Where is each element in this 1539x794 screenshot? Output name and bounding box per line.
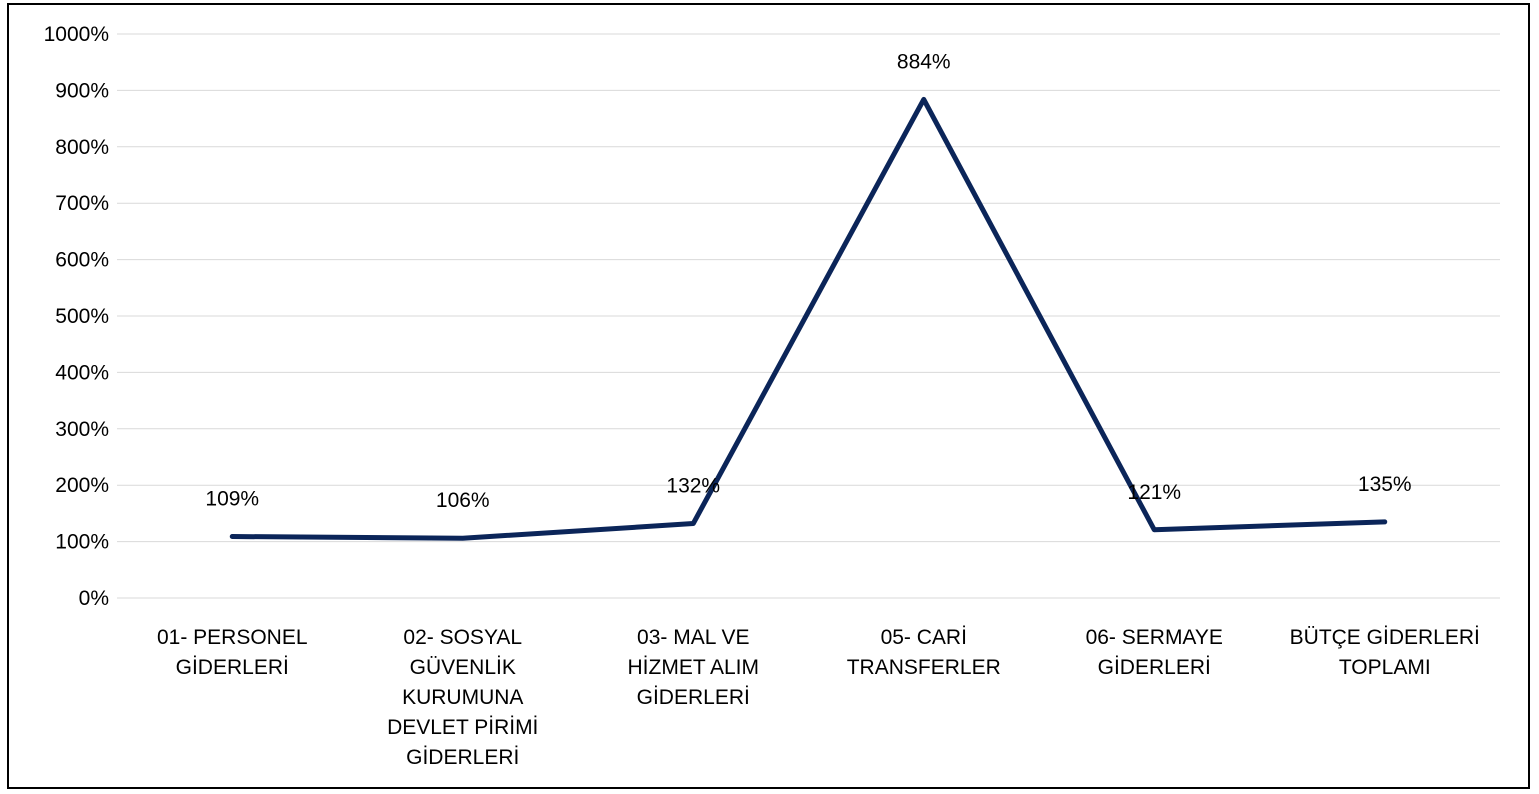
y-tick-label: 900% [55,79,109,102]
series-line [229,96,1388,541]
x-tick-label: 03- MAL VE HİZMET ALIM GİDERLERİ [628,626,759,709]
data-label: 121% [1127,481,1181,504]
y-tick-label: 200% [55,474,109,497]
y-tick-label: 0% [79,587,109,610]
x-tick-label: 06- SERMAYE GİDERLERİ [1086,626,1223,679]
x-tick-label: 01- PERSONEL GİDERLERİ [157,626,308,679]
data-label: 884% [897,50,951,73]
x-tick-label: 05- CARİ TRANSFERLER [847,626,1001,679]
x-tick-label: 02- SOSYAL GÜVENLİK KURUMUNA DEVLET PİRİMİ G… [387,626,538,769]
y-tick-label: 400% [55,361,109,384]
y-tick-label: 1000% [44,23,109,46]
y-tick-label: 100% [55,531,109,554]
data-label: 132% [666,475,720,498]
line-chart: 0% 100% 200% 300% 400% 500% 600% 700% 800% 900% 10… [44,23,1500,769]
data-label: 106% [436,489,490,512]
y-tick-label: 500% [55,305,109,328]
x-tick-label: BÜTÇE GİDERLERİ TOPLAMI [1290,626,1480,679]
chart-frame: 0% 100% 200% 300% 400% 500% 600% 700% 800% 900% 10… [7,3,1530,789]
y-tick-label: 300% [55,418,109,441]
y-tick-label: 800% [55,136,109,159]
data-label: 135% [1358,473,1412,496]
data-label: 109% [205,488,259,511]
y-tick-label: 700% [55,192,109,215]
y-tick-label: 600% [55,249,109,272]
